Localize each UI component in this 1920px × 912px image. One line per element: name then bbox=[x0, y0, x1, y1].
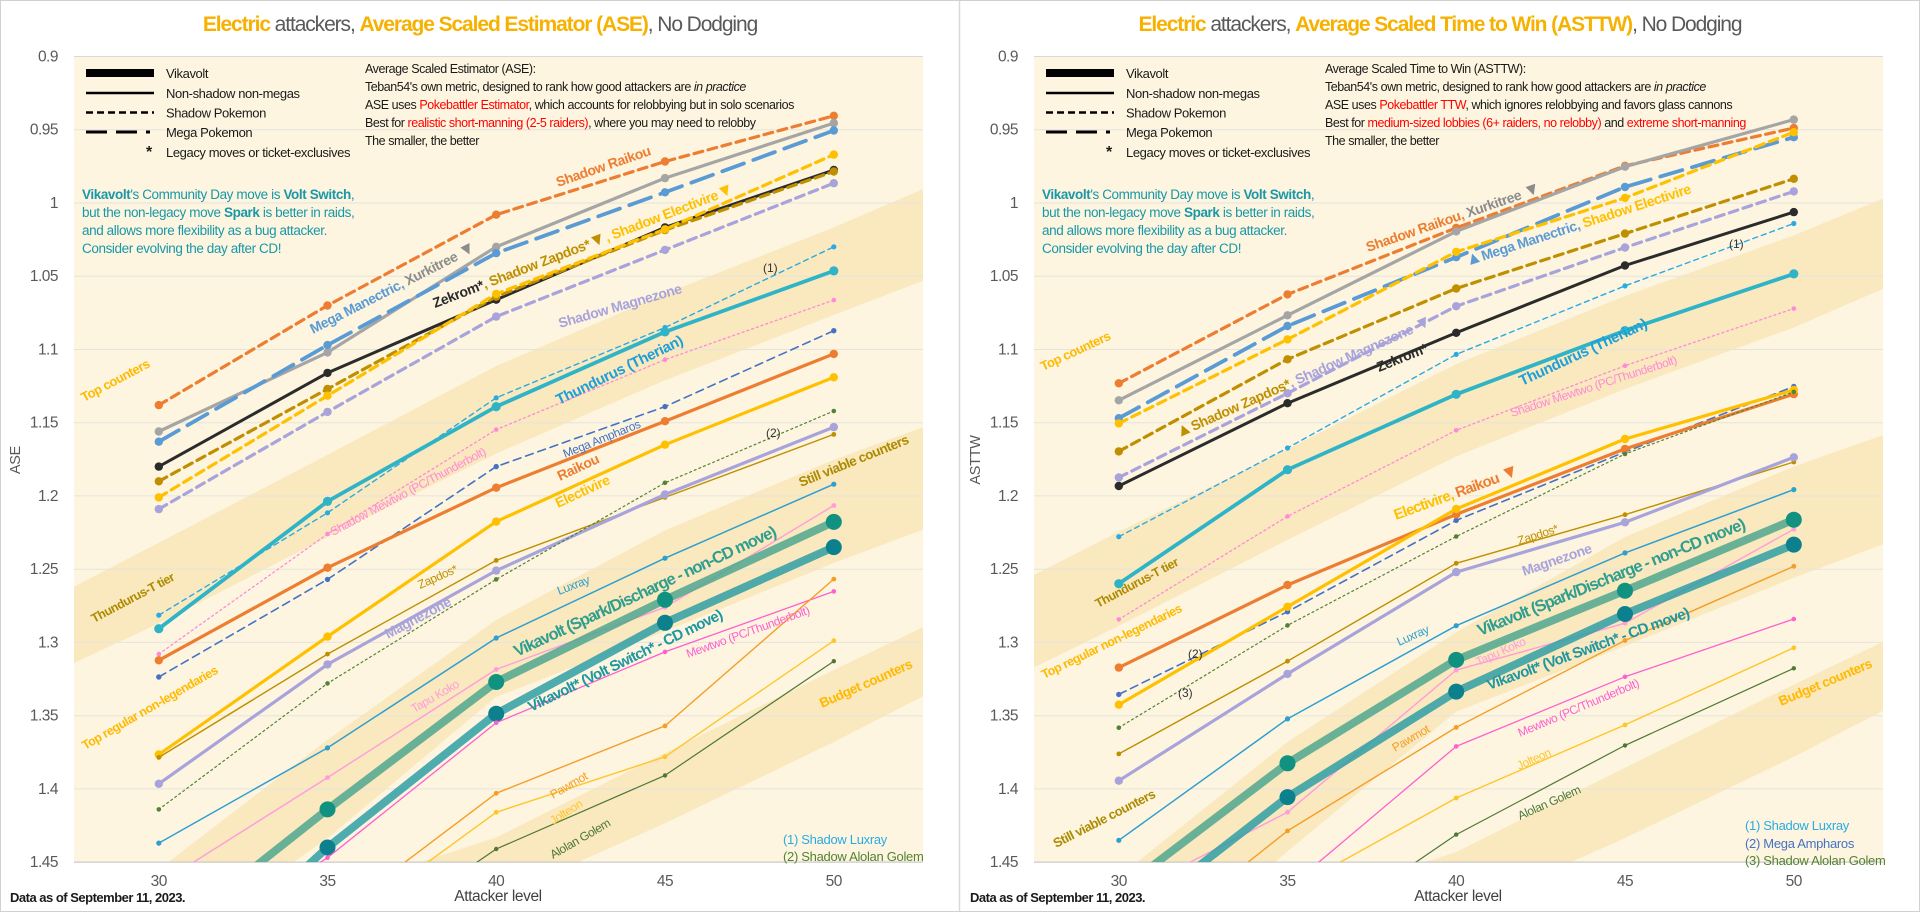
svg-text:1.35: 1.35 bbox=[30, 708, 58, 725]
svg-text:(2): (2) bbox=[766, 426, 781, 440]
svg-text:Non-shadow non-megas: Non-shadow non-megas bbox=[166, 86, 301, 101]
svg-text:0.95: 0.95 bbox=[990, 122, 1018, 139]
svg-text:and allows more flexibility as: and allows more flexibility as a bug att… bbox=[82, 223, 327, 238]
svg-text:1.15: 1.15 bbox=[30, 415, 58, 432]
svg-text:35: 35 bbox=[319, 873, 335, 890]
svg-text:Teban54's own metric, designed: Teban54's own metric, designed to rank h… bbox=[1325, 80, 1706, 94]
svg-text:Vikavolt's Community Day move: Vikavolt's Community Day move is Volt Sw… bbox=[82, 187, 354, 202]
svg-text:but the non-legacy move Spark: but the non-legacy move Spark is better … bbox=[1042, 205, 1314, 220]
svg-text:1.2: 1.2 bbox=[998, 488, 1018, 505]
svg-text:Legacy moves or ticket-exclusi: Legacy moves or ticket-exclusives bbox=[1126, 145, 1311, 160]
svg-text:1.3: 1.3 bbox=[38, 634, 58, 651]
svg-text:1.2: 1.2 bbox=[38, 488, 58, 505]
svg-text:35: 35 bbox=[1279, 873, 1295, 890]
svg-text:(3) Shadow Alolan Golem: (3) Shadow Alolan Golem bbox=[1745, 853, 1886, 868]
svg-text:1.45: 1.45 bbox=[990, 854, 1018, 871]
svg-text:1.05: 1.05 bbox=[30, 268, 58, 285]
svg-text:(2) Shadow Alolan Golem: (2) Shadow Alolan Golem bbox=[783, 849, 924, 864]
svg-text:Non-shadow non-megas: Non-shadow non-megas bbox=[1126, 86, 1261, 101]
svg-text:1.45: 1.45 bbox=[30, 854, 58, 871]
svg-text:1: 1 bbox=[50, 195, 58, 212]
svg-text:Electric attackers, Average Sc: Electric attackers, Average Scaled Estim… bbox=[203, 13, 758, 36]
svg-text:but the non-legacy move Spark: but the non-legacy move Spark is better … bbox=[82, 205, 354, 220]
svg-text:1.4: 1.4 bbox=[998, 781, 1019, 798]
svg-text:40: 40 bbox=[1448, 873, 1465, 890]
svg-text:(1) Shadow Luxray: (1) Shadow Luxray bbox=[783, 832, 888, 847]
svg-text:The smaller, the better: The smaller, the better bbox=[365, 134, 479, 148]
svg-text:(2) Mega Ampharos: (2) Mega Ampharos bbox=[1745, 836, 1855, 851]
svg-text:Attacker level: Attacker level bbox=[1414, 888, 1501, 905]
svg-text:1.25: 1.25 bbox=[30, 561, 58, 578]
svg-text:Average Scaled Estimator (ASE): Average Scaled Estimator (ASE): bbox=[365, 62, 536, 76]
svg-text:ASE uses Pokebattler TTW, whic: ASE uses Pokebattler TTW, which ignores … bbox=[1325, 98, 1732, 112]
svg-text:The smaller, the better: The smaller, the better bbox=[1325, 134, 1439, 148]
svg-text:30: 30 bbox=[151, 873, 168, 890]
svg-text:Data as of September 11, 2023.: Data as of September 11, 2023. bbox=[10, 890, 185, 905]
svg-text:ASE uses Pokebattler Estimator: ASE uses Pokebattler Estimator, which ac… bbox=[365, 98, 794, 112]
svg-text:ASTTW: ASTTW bbox=[968, 435, 984, 485]
svg-text:Mega Pokemon: Mega Pokemon bbox=[1126, 125, 1212, 140]
svg-text:1.4: 1.4 bbox=[38, 781, 59, 798]
svg-text:*: * bbox=[1106, 144, 1113, 161]
svg-text:Best for realistic short-manni: Best for realistic short-manning (2-5 ra… bbox=[365, 116, 757, 130]
svg-text:45: 45 bbox=[1617, 873, 1633, 890]
svg-text:Vikavolt's Community Day move: Vikavolt's Community Day move is Volt Sw… bbox=[1042, 187, 1314, 202]
svg-text:50: 50 bbox=[1786, 873, 1803, 890]
svg-text:1.3: 1.3 bbox=[998, 634, 1018, 651]
svg-text:45: 45 bbox=[657, 873, 673, 890]
svg-text:and allows more flexibility as: and allows more flexibility as a bug att… bbox=[1042, 223, 1287, 238]
svg-text:1.35: 1.35 bbox=[990, 708, 1018, 725]
svg-text:(2): (2) bbox=[1188, 647, 1203, 661]
svg-text:0.9: 0.9 bbox=[38, 49, 58, 66]
svg-text:0.9: 0.9 bbox=[998, 49, 1018, 66]
svg-text:1.05: 1.05 bbox=[990, 268, 1018, 285]
svg-text:Electric attackers, Average Sc: Electric attackers, Average Scaled Time … bbox=[1139, 13, 1742, 36]
svg-text:Average Scaled Time to Win (AS: Average Scaled Time to Win (ASTTW): bbox=[1325, 62, 1526, 76]
svg-text:(1) Shadow Luxray: (1) Shadow Luxray bbox=[1745, 818, 1850, 833]
svg-text:Best for medium-sized lobbies: Best for medium-sized lobbies (6+ raider… bbox=[1325, 116, 1746, 130]
svg-text:30: 30 bbox=[1111, 873, 1128, 890]
svg-text:Shadow Pokemon: Shadow Pokemon bbox=[166, 106, 266, 121]
svg-text:ASE: ASE bbox=[8, 445, 24, 474]
svg-text:Consider evolving the day afte: Consider evolving the day after CD! bbox=[1042, 241, 1241, 256]
svg-text:Shadow Pokemon: Shadow Pokemon bbox=[1126, 106, 1226, 121]
svg-text:40: 40 bbox=[488, 873, 505, 890]
svg-text:(1): (1) bbox=[763, 261, 778, 275]
svg-text:Mega Pokemon: Mega Pokemon bbox=[166, 125, 252, 140]
svg-text:1.15: 1.15 bbox=[990, 415, 1018, 432]
svg-text:1.1: 1.1 bbox=[38, 342, 58, 359]
svg-text:1.1: 1.1 bbox=[998, 342, 1018, 359]
svg-text:0.95: 0.95 bbox=[30, 122, 58, 139]
svg-text:Data as of September 11, 2023.: Data as of September 11, 2023. bbox=[970, 890, 1145, 905]
svg-text:Consider evolving the day afte: Consider evolving the day after CD! bbox=[82, 241, 281, 256]
svg-text:Teban54's own metric, designed: Teban54's own metric, designed to rank h… bbox=[365, 80, 746, 94]
svg-text:*: * bbox=[146, 144, 153, 161]
svg-text:Legacy moves or ticket-exclusi: Legacy moves or ticket-exclusives bbox=[166, 145, 351, 160]
svg-text:Vikavolt: Vikavolt bbox=[1126, 66, 1169, 81]
svg-text:Attacker level: Attacker level bbox=[454, 888, 541, 905]
svg-text:Vikavolt: Vikavolt bbox=[166, 66, 209, 81]
svg-text:(3): (3) bbox=[1178, 686, 1193, 700]
svg-text:1.25: 1.25 bbox=[990, 561, 1018, 578]
svg-text:1: 1 bbox=[1010, 195, 1018, 212]
svg-text:(1): (1) bbox=[1729, 237, 1744, 251]
svg-text:50: 50 bbox=[826, 873, 843, 890]
